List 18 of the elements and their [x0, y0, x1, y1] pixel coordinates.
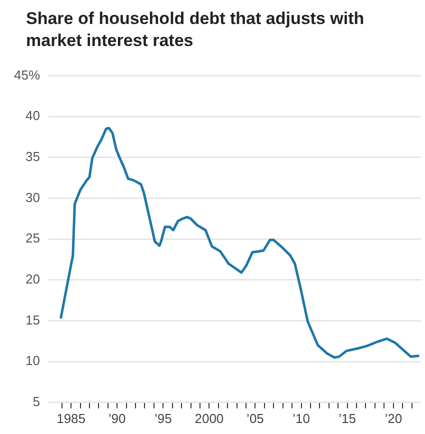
y-tick-label: 35: [26, 149, 40, 164]
x-tick-label: ’20: [384, 410, 402, 426]
x-tick-label: 1985: [56, 410, 86, 426]
x-tick-label: ’15: [338, 410, 356, 426]
y-tick-label: 10: [26, 353, 40, 368]
y-tick-label: 20: [26, 272, 40, 287]
x-tick-label: ’90: [108, 410, 126, 426]
x-tick-label: ’05: [246, 410, 264, 426]
x-tick-label: ’95: [154, 410, 172, 426]
y-tick-label: 25: [26, 230, 40, 246]
y-tick-label: 15: [26, 312, 40, 328]
y-tick-label: 40: [26, 108, 40, 124]
x-tick-label: ’10: [292, 410, 310, 426]
chart-title: Share of household debt that adjusts with market interest rates: [26, 8, 366, 52]
y-tick-label: 30: [26, 190, 40, 205]
y-tick-label: 5: [32, 394, 40, 409]
y-tick-label: 45%: [14, 67, 40, 82]
x-tick-label: 2000: [194, 410, 224, 426]
